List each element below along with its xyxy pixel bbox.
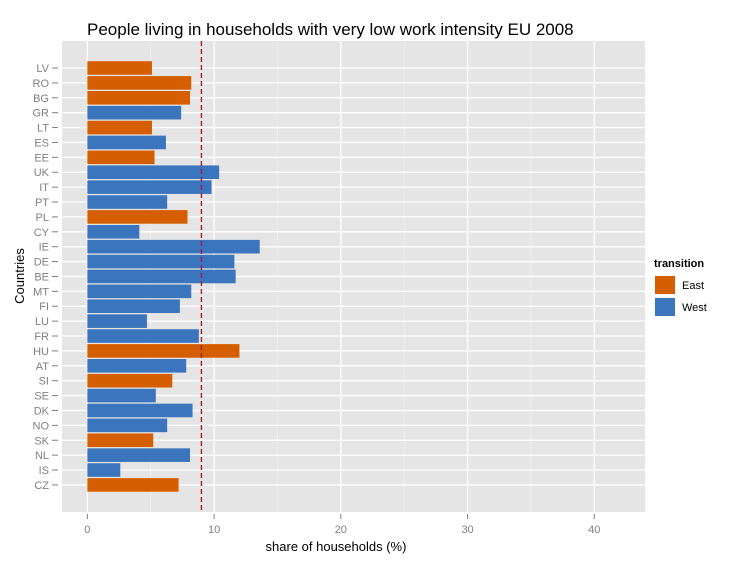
y-tick-label: LV bbox=[36, 63, 49, 75]
bar-lt bbox=[87, 120, 152, 135]
y-tick-label: SE bbox=[34, 391, 49, 403]
grid-lines bbox=[62, 41, 645, 512]
bar-gr bbox=[87, 105, 182, 120]
x-axis-title: share of households (%) bbox=[266, 539, 407, 554]
x-tick-label: 20 bbox=[335, 524, 347, 536]
bar-fi bbox=[87, 299, 180, 314]
y-tick-label: CZ bbox=[34, 480, 49, 492]
bar-no bbox=[87, 418, 168, 433]
bar-fr bbox=[87, 329, 199, 343]
bar-lu bbox=[87, 314, 147, 328]
y-tick-label: AT bbox=[36, 361, 50, 373]
y-tick-label: NL bbox=[35, 450, 49, 462]
y-axis-title: Countries bbox=[12, 248, 27, 304]
x-tick-label: 40 bbox=[588, 524, 600, 536]
y-tick-label: IE bbox=[39, 242, 49, 254]
bar-de bbox=[87, 254, 235, 269]
y-tick-label: PT bbox=[35, 197, 49, 209]
bar-uk bbox=[87, 165, 220, 180]
x-tick-labels: 0 10 20 30 40 bbox=[84, 514, 600, 536]
bar-mt bbox=[87, 284, 192, 299]
x-tick-label: 0 bbox=[84, 524, 90, 536]
y-tick-label: GR bbox=[33, 108, 50, 120]
bar-ie bbox=[87, 239, 260, 254]
y-tick-label: FR bbox=[34, 331, 49, 343]
y-tick-label: ES bbox=[34, 137, 49, 149]
bar-at bbox=[87, 359, 187, 373]
legend-swatch-east bbox=[655, 276, 675, 294]
y-tick-label: LT bbox=[37, 123, 49, 135]
legend-label-east: East bbox=[682, 280, 704, 292]
y-tick-labels: LV RO BG GR LT ES EE UK IT PT PL CY IE DE BE MT FI LU FR HU… bbox=[33, 63, 58, 492]
bar-cz bbox=[87, 478, 179, 492]
y-tick-label: CY bbox=[34, 227, 50, 239]
bar-pl bbox=[87, 210, 188, 224]
legend-swatch-west bbox=[655, 298, 675, 316]
bar-cy bbox=[87, 224, 140, 239]
y-tick-label: RO bbox=[33, 78, 50, 90]
y-tick-label: IS bbox=[39, 465, 49, 477]
legend: transition East West bbox=[653, 258, 707, 318]
bar-es bbox=[87, 135, 166, 150]
y-tick-label: PL bbox=[36, 212, 49, 224]
y-tick-label: BE bbox=[34, 271, 49, 283]
bar-is bbox=[87, 463, 121, 477]
bar-si bbox=[87, 373, 173, 388]
bar-sk bbox=[87, 433, 154, 448]
bar-ee bbox=[87, 150, 155, 165]
x-tick-label: 30 bbox=[461, 524, 473, 536]
y-tick-label: DK bbox=[34, 405, 50, 417]
chart-title: People living in households with very lo… bbox=[87, 20, 574, 39]
bar-lv bbox=[87, 61, 152, 75]
y-tick-label: SI bbox=[39, 376, 49, 388]
bar-pt bbox=[87, 195, 168, 209]
bar-bg bbox=[87, 90, 191, 105]
y-tick-label: HU bbox=[33, 346, 49, 358]
y-tick-label: UK bbox=[34, 167, 50, 179]
y-tick-label: LU bbox=[35, 316, 49, 328]
bars bbox=[87, 61, 260, 492]
bar-be bbox=[87, 269, 236, 284]
bar-ro bbox=[87, 76, 192, 90]
y-tick-label: FI bbox=[39, 301, 49, 313]
legend-title: transition bbox=[654, 258, 704, 270]
bar-se bbox=[87, 388, 156, 403]
bar-nl bbox=[87, 448, 191, 462]
bar-it bbox=[87, 180, 212, 194]
y-tick-label: MT bbox=[33, 286, 49, 298]
legend-label-west: West bbox=[682, 302, 707, 314]
y-tick-label: DE bbox=[34, 257, 49, 269]
bar-dk bbox=[87, 403, 193, 418]
x-tick-label: 10 bbox=[208, 524, 220, 536]
bar-hu bbox=[87, 344, 240, 358]
y-tick-label: IT bbox=[39, 182, 49, 194]
y-tick-label: BG bbox=[33, 93, 49, 105]
y-tick-label: NO bbox=[33, 420, 50, 432]
y-tick-label: EE bbox=[34, 152, 49, 164]
y-tick-label: SK bbox=[34, 435, 49, 447]
